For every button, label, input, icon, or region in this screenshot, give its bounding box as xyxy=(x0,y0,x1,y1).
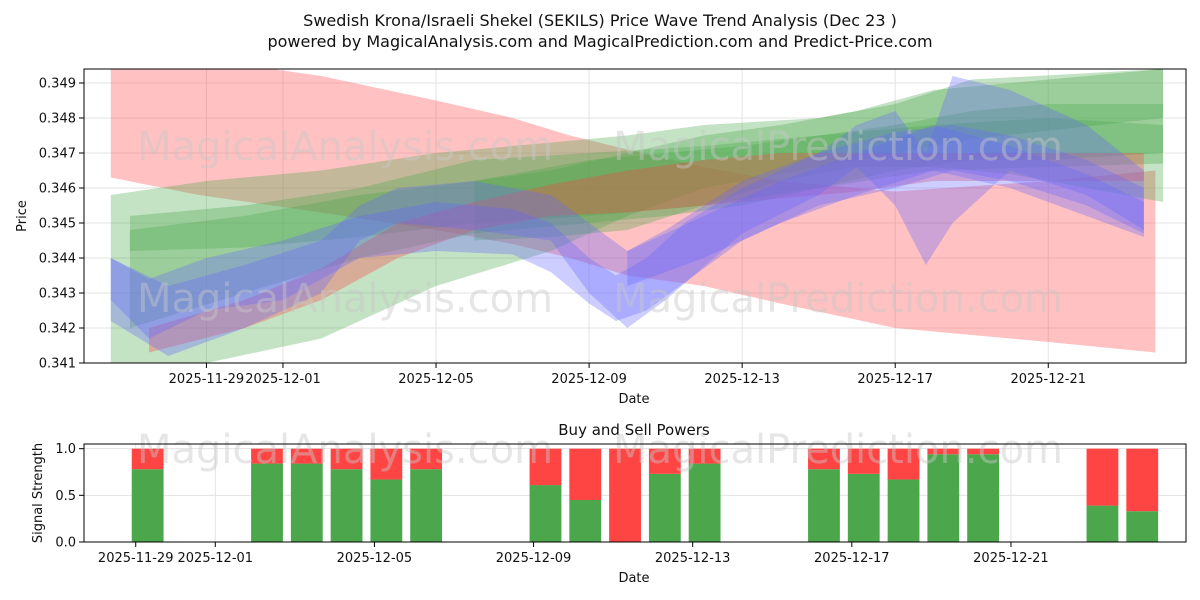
power-x-ticks: 2025-11-29 2025-12-01 2025-12-05 2025-12-09… xyxy=(98,542,1049,566)
sell-bar xyxy=(609,448,641,542)
price-x-axis-label: Date xyxy=(618,392,649,407)
price-x-tick-label: 2025-12-17 xyxy=(857,372,933,387)
power-bars xyxy=(131,448,1159,542)
price-bands xyxy=(110,69,1163,363)
watermark-prediction-mid: MagicalPrediction.com xyxy=(613,276,1063,322)
buy-bar xyxy=(967,454,1000,542)
buy-bar xyxy=(410,469,443,542)
price-band-blue-main xyxy=(110,125,1144,339)
watermark-analysis-bottom: MagicalAnalysis.com xyxy=(137,427,553,473)
chart-title-line1: Swedish Krona/Israeli Shekel (SEKILS) Pr… xyxy=(303,11,897,30)
price-y-tick-label: 0.343 xyxy=(39,287,76,302)
price-y-axis-label: Price xyxy=(15,200,30,232)
price-x-tick-label: 2025-11-29 xyxy=(169,372,245,387)
power-y-tick-label: 0.5 xyxy=(55,489,76,504)
sell-bar xyxy=(370,448,403,480)
power-x-tick-label: 2025-12-05 xyxy=(337,551,413,566)
sell-bar xyxy=(927,448,960,455)
sell-bar xyxy=(847,448,880,474)
buy-bar xyxy=(1086,505,1119,542)
sell-bar xyxy=(410,448,443,470)
sell-bar xyxy=(688,448,721,464)
power-x-tick-label: 2025-11-29 xyxy=(98,551,174,566)
price-x-tick-label: 2025-12-01 xyxy=(245,372,321,387)
buy-bar xyxy=(927,454,960,542)
sell-bar xyxy=(1086,448,1119,506)
buy-bar xyxy=(370,479,403,542)
price-band-green-upper xyxy=(474,69,1163,241)
price-x-tick-label: 2025-12-05 xyxy=(398,372,474,387)
power-x-axis-label: Date xyxy=(618,571,649,586)
buy-bar xyxy=(290,463,323,542)
price-band-teal-flat xyxy=(129,118,1163,251)
chart-title-line2: powered by MagicalAnalysis.com and Magic… xyxy=(267,32,932,51)
watermark-analysis-mid: MagicalAnalysis.com xyxy=(137,276,553,322)
buy-bar xyxy=(529,485,562,542)
sell-bar xyxy=(808,448,840,470)
buy-bar xyxy=(688,463,721,542)
sell-bar xyxy=(648,448,681,474)
price-y-tick-label: 0.341 xyxy=(39,357,76,372)
price-x-tick-label: 2025-12-13 xyxy=(704,372,780,387)
sell-bar xyxy=(887,448,920,480)
price-y-tick-label: 0.344 xyxy=(39,252,76,267)
buy-bar xyxy=(569,500,602,542)
sell-bar xyxy=(131,448,164,470)
price-y-tick-label: 0.349 xyxy=(39,77,76,92)
price-grid xyxy=(84,69,1186,364)
sell-bar xyxy=(290,448,323,464)
sell-bar xyxy=(1126,448,1159,512)
price-y-tick-label: 0.342 xyxy=(39,322,76,337)
price-y-tick-label: 0.348 xyxy=(39,112,76,127)
buy-bar xyxy=(251,463,283,542)
power-x-tick-label: 2025-12-17 xyxy=(814,551,890,566)
price-x-ticks: 2025-11-29 2025-12-01 2025-12-05 2025-12-09… xyxy=(169,363,1086,387)
sell-bar xyxy=(330,448,363,470)
price-x-tick-label: 2025-12-21 xyxy=(1010,372,1086,387)
power-y-tick-label: 1.0 xyxy=(55,442,76,457)
price-y-ticks: 0.341 0.342 0.343 0.344 0.345 0.346 0.347 0.348… xyxy=(39,77,84,372)
power-x-tick-label: 2025-12-09 xyxy=(496,551,572,566)
power-chart-title: Buy and Sell Powers xyxy=(558,421,710,439)
power-y-axis-label: Signal Strength xyxy=(31,443,46,543)
sell-bar xyxy=(529,448,562,486)
power-y-ticks: 0.0 0.5 1.0 xyxy=(55,442,84,551)
price-y-tick-label: 0.347 xyxy=(39,147,76,162)
buy-bar xyxy=(648,473,681,542)
sell-bar xyxy=(251,448,283,464)
sell-bar xyxy=(569,448,602,500)
price-axes-frame xyxy=(83,68,1187,364)
price-band-group xyxy=(110,69,1163,363)
price-band-blue-swing xyxy=(110,76,1144,356)
price-y-tick-label: 0.345 xyxy=(39,217,76,232)
price-x-tick-label: 2025-12-09 xyxy=(551,372,627,387)
watermark-analysis-top: MagicalAnalysis.com xyxy=(137,124,553,170)
buy-bar xyxy=(131,469,164,542)
power-axes-frame xyxy=(83,443,1187,543)
buy-bar xyxy=(1126,511,1159,542)
buy-bar xyxy=(847,473,880,542)
power-x-tick-label: 2025-12-01 xyxy=(178,551,254,566)
watermark-prediction-bottom: MagicalPrediction.com xyxy=(613,427,1063,473)
price-band-green-wide xyxy=(110,69,1163,363)
price-y-tick-label: 0.346 xyxy=(39,182,76,197)
price-band-brown-rise xyxy=(149,153,1144,353)
price-band-red-main xyxy=(110,69,1156,353)
power-x-tick-label: 2025-12-13 xyxy=(655,551,731,566)
buy-bar xyxy=(330,469,363,542)
price-band-purple-late xyxy=(627,125,1144,286)
price-band-green-mid xyxy=(129,104,1163,328)
buy-bar xyxy=(887,479,920,542)
sell-bar xyxy=(967,448,1000,455)
buy-bar xyxy=(808,469,840,542)
power-y-tick-label: 0.0 xyxy=(55,536,76,551)
watermark-prediction-top: MagicalPrediction.com xyxy=(613,124,1063,170)
power-x-tick-label: 2025-12-21 xyxy=(973,551,1049,566)
